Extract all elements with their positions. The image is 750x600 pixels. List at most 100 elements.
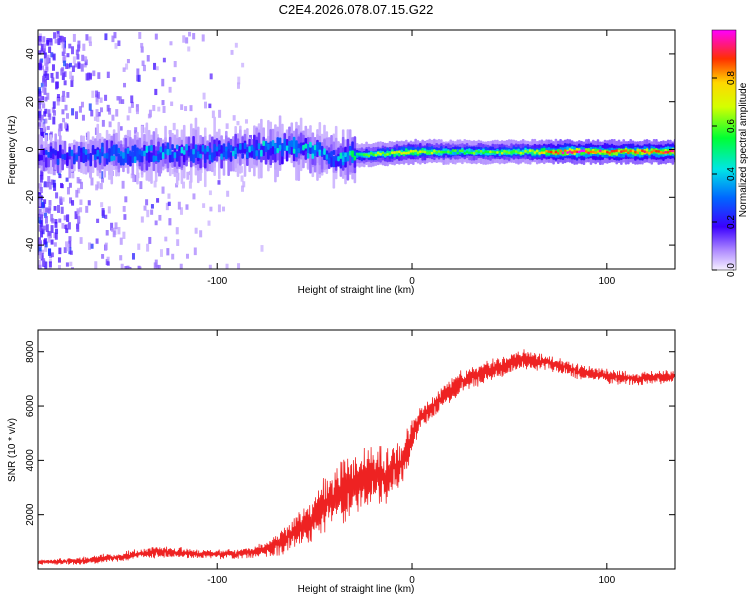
spectrogram-noise-cell	[46, 125, 50, 130]
spectrogram-noise-cell	[180, 104, 184, 110]
spectrogram-ridge-cell	[281, 148, 284, 156]
spectrogram-noise-cell	[101, 208, 105, 216]
spectrogram-noise-cell	[42, 258, 46, 267]
spectrogram-noise-cell	[185, 204, 189, 210]
spectrogram-ticks: -100 0 100 -40 -20 0 20 40	[25, 30, 675, 287]
spectrogram-ridge-cell	[227, 142, 230, 150]
spectrogram-noise-cell	[185, 37, 189, 44]
spectrogram-ridge-cell	[222, 152, 226, 158]
spectrogram-noise-cell	[199, 230, 203, 238]
spectrogram-noise-cell	[55, 33, 59, 39]
spectrogram-ridge-cell	[376, 151, 380, 155]
spectrogram-ridge-cell	[267, 148, 270, 160]
spectrogram-noise-cell	[54, 233, 58, 240]
spectrogram-ridge-cell	[255, 150, 258, 157]
spectrogram-noise-cell	[75, 111, 79, 120]
spectrogram-noise-cell	[162, 105, 166, 113]
spectrogram-noise-cell	[38, 251, 42, 259]
spectrogram-ridge-cell	[666, 150, 670, 154]
spectrogram-noise-cell	[132, 174, 136, 183]
spectrogram-noise-cell	[157, 106, 161, 112]
spectrogram-ridge-cell	[232, 150, 235, 157]
snr-xtick-label: -100	[207, 575, 227, 586]
spectrogram-ridge-cell	[657, 150, 661, 153]
spectrogram-xtick-label: -100	[207, 276, 227, 287]
spectrogram-noise-cell	[106, 104, 110, 112]
spectrogram-noise-cell	[192, 193, 196, 200]
spectrogram-noise-cell	[42, 48, 46, 55]
spectrogram-ridge-cell	[566, 151, 569, 154]
spectrogram-noise-cell	[61, 197, 65, 202]
colorbar-tick-label: 0.8	[726, 71, 737, 85]
spectrogram-ridge-cell	[210, 152, 214, 160]
spectrogram-ridge-cell	[334, 155, 338, 161]
spectrogram-noise-cell	[57, 38, 61, 46]
spectrogram-ridge-cell	[547, 150, 551, 154]
spectrogram-noise-cell	[40, 82, 44, 88]
spectrogram-noise-cell	[114, 222, 118, 230]
spectrogram-noise-cell	[128, 130, 132, 138]
spectrogram-noise-cell	[88, 41, 92, 47]
spectrogram-panel: -100 0 100 -40 -20 0 20 40 Height of straight l…	[7, 29, 676, 296]
spectrogram-noise-cell	[77, 40, 81, 49]
spectrogram-noise-cell	[104, 214, 108, 219]
spectrogram-ridge-cell	[274, 143, 277, 149]
spectrogram-ridge-cell	[533, 151, 537, 154]
spectrogram-noise-cell	[57, 128, 61, 137]
spectrogram-noise-cell	[48, 261, 52, 268]
spectrogram-noise-cell	[44, 212, 48, 219]
spectrogram-ridge-cell	[477, 150, 481, 154]
spectrogram-noise-cell	[237, 76, 241, 85]
spectrogram-noise-cell	[48, 46, 52, 53]
spectrogram-noise-cell	[119, 255, 123, 261]
spectrogram-ridge-cell	[302, 144, 305, 151]
spectrogram-ridge-cell	[96, 149, 100, 157]
spectrogram-ridge-cell	[409, 149, 413, 153]
snr-ytick-label: 2000	[25, 503, 36, 526]
spectrogram-noise-cell	[39, 60, 43, 66]
spectrogram-ridge-cell	[276, 137, 280, 149]
spectrogram-ridge-cell	[365, 153, 368, 157]
spectrogram-ridge-cell	[589, 150, 593, 154]
spectrogram-noise-cell	[79, 199, 83, 205]
spectrogram-noise-cell	[85, 34, 89, 41]
spectrogram-ridge-cell	[362, 153, 366, 157]
spectrogram-noise-cell	[94, 261, 98, 269]
spectrogram-ridge-cell	[671, 149, 675, 153]
spectrogram-noise-cell	[139, 181, 143, 190]
spectrogram-ridge-cell	[101, 146, 104, 153]
spectrogram-ridge-cell	[295, 145, 298, 158]
spectrogram-noise-cell	[136, 68, 140, 76]
spectrogram-ridge-cell	[650, 150, 654, 154]
spectrogram-noise-cell	[71, 65, 75, 72]
spectrogram-noise-cell	[85, 73, 89, 81]
spectrogram-noise-cell	[68, 240, 72, 248]
spectrogram-ridge-cell	[61, 154, 64, 160]
spectrogram-ridge-cell	[577, 150, 581, 154]
spectrogram-ridge-cell	[442, 150, 446, 154]
spectrogram-ridge-cell	[131, 151, 135, 164]
spectrogram-noise-cell	[40, 170, 44, 177]
spectrogram-ridge-cell	[210, 136, 214, 156]
spectrogram-noise-cell	[76, 177, 80, 184]
spectrogram-noise-cell	[53, 110, 57, 116]
spectrogram-noise-cell	[60, 184, 64, 189]
spectrogram-ridge-cell	[430, 151, 434, 155]
spectrogram-ridge-cell	[271, 140, 275, 147]
spectrogram-noise-cell	[96, 91, 100, 99]
spectrogram-ridge-cell	[257, 150, 261, 160]
spectrogram-noise-cell	[150, 209, 154, 215]
spectrogram-noise-cell	[104, 33, 108, 41]
spectrogram-ridge-cell	[416, 151, 420, 155]
spectrogram-noise-cell	[124, 196, 128, 203]
spectrogram-noise-cell	[41, 43, 45, 52]
spectrogram-noise-cell	[226, 190, 230, 197]
spectrogram-ridge-cell	[491, 150, 495, 154]
spectrogram-noise-cell	[61, 36, 65, 42]
spectrogram-noise-cell	[52, 167, 56, 176]
spectrogram-noise-cell	[85, 205, 89, 213]
spectrogram-ridge-cell	[475, 149, 478, 153]
spectrogram-ridge-cell	[641, 149, 644, 153]
spectrogram-noise-cell	[175, 227, 179, 235]
colorbar-gradient	[711, 29, 737, 271]
